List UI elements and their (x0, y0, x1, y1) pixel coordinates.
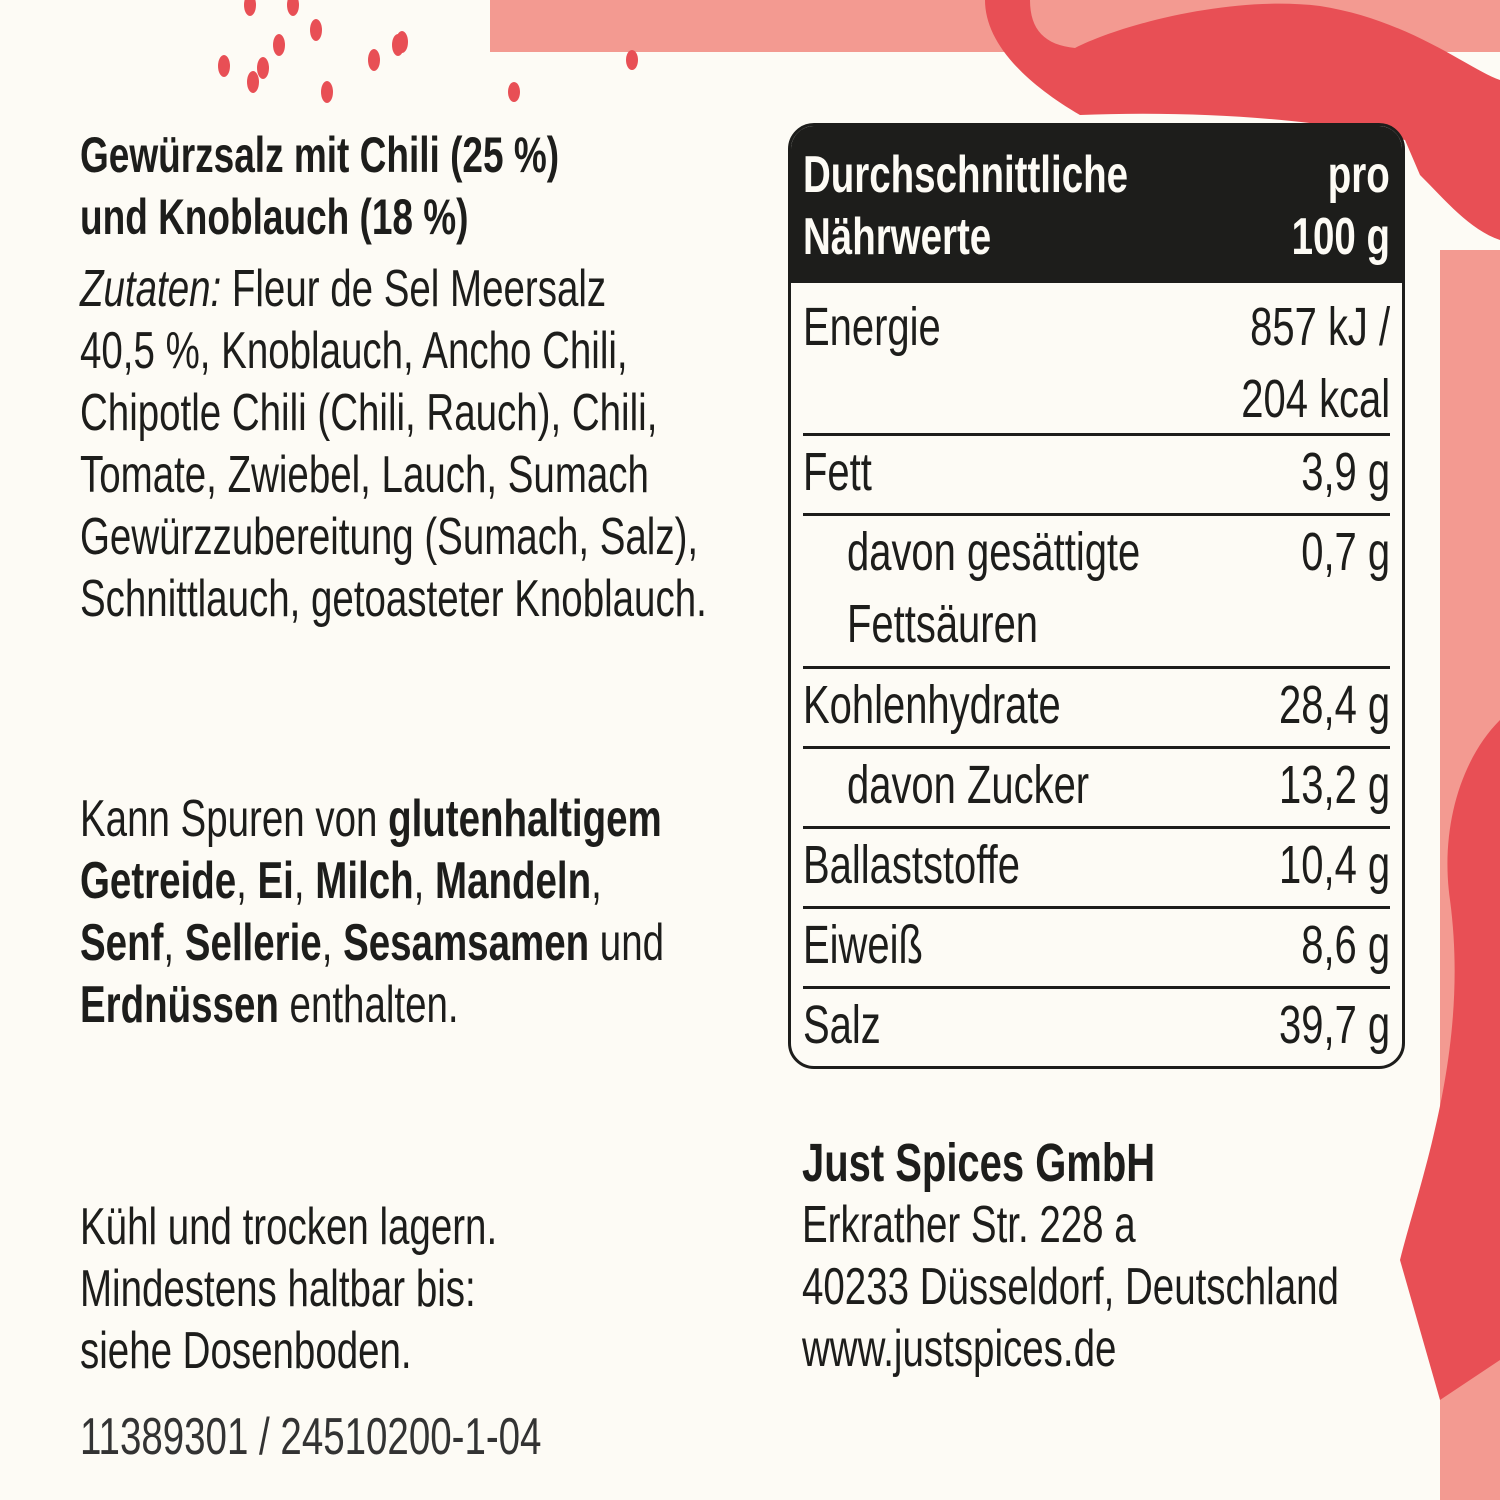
ingredient-line: Chipotle Chili (Chili, Rauch), Chili, (80, 384, 658, 442)
nutrition-header: Durchschnittliche Nährwerte pro 100 g (791, 126, 1402, 283)
code-text: 11389301 / 24510200-1-04 (80, 1408, 542, 1466)
company-name: Just Spices GmbH (802, 1133, 1156, 1193)
nutrition-row: Energie 857 kJ / 204 kcal (803, 291, 1390, 433)
nutrient-name: Energie (803, 297, 941, 357)
nutrient-value: 39,7 g (1278, 995, 1390, 1055)
allergen-notice: Kann Spuren von glutenhaltigem Getreide,… (80, 788, 869, 1036)
nutrient-name: Fett (803, 442, 872, 502)
ingredients-label: Zutaten: (80, 260, 222, 318)
nutrient-name: davon gesättigte (847, 522, 1141, 582)
company-city: 40233 Düsseldorf, Deutschland (802, 1258, 1339, 1316)
nutrient-value: 0,7 g (1301, 522, 1390, 582)
nutrient-value: 204 kcal (1241, 369, 1390, 429)
storage-line: Kühl und trocken lagern. (80, 1198, 498, 1256)
chili-shape (985, 0, 1500, 240)
nutrient-value: 8,6 g (1301, 915, 1390, 975)
nutrition-row: Ballaststoffe 10,4 g (803, 826, 1390, 909)
ingredients: Zutaten: Fleur de Sel Meersalz 40,5 %, K… (80, 258, 927, 630)
ingredient-line: Tomate, Zwiebel, Lauch, Sumach (80, 446, 649, 504)
storage-line: siehe Dosenboden. (80, 1322, 412, 1380)
header-label: Nährwerte (803, 208, 992, 266)
allergen-text: , (293, 852, 316, 910)
nutrition-row: davon Zucker 13,2 g (803, 746, 1390, 829)
nutrition-table: Durchschnittliche Nährwerte pro 100 g Ener… (788, 123, 1405, 1069)
ingredient-line: Fleur de Sel Meersalz (221, 260, 607, 318)
product-code: 11389301 / 24510200-1-04 (80, 1406, 704, 1468)
allergen-text: , (591, 852, 602, 910)
nutrition-row: davon gesättigte Fettsäuren 0,7 g (803, 513, 1390, 669)
allergen-bold: Sellerie (184, 914, 322, 972)
allergen-bold: Getreide (80, 852, 237, 910)
nutrient-value: 13,2 g (1278, 755, 1390, 815)
storage-line: Mindestens haltbar bis: (80, 1260, 476, 1318)
nutrient-name: Salz (803, 995, 881, 1055)
nutrient-name: Kohlenhydrate (803, 675, 1061, 735)
allergen-bold: glutenhaltigem (388, 790, 662, 848)
title-line: und Knoblauch (18 %) (80, 189, 469, 245)
allergen-text: enthalten. (278, 976, 459, 1034)
nutrition-row: Fett 3,9 g (803, 433, 1390, 516)
allergen-bold: Mandeln (435, 852, 592, 910)
header-unit: 100 g (1291, 208, 1390, 266)
header-unit: pro (1328, 146, 1390, 204)
nutrient-value: 10,4 g (1278, 835, 1390, 895)
nutrient-name: davon Zucker (847, 755, 1090, 815)
nutrition-row: Kohlenhydrate 28,4 g (803, 666, 1390, 749)
ingredient-line: Gewürzzubereitung (Sumach, Salz), (80, 508, 699, 566)
allergen-text: , (163, 914, 185, 972)
allergen-bold: Ei (257, 852, 294, 910)
ingredient-line: 40,5 %, Knoblauch, Ancho Chili, (80, 322, 628, 380)
product-title: Gewürzsalz mit Chili (25 %) und Knoblauc… (80, 124, 727, 248)
allergen-text: Kann Spuren von (80, 790, 389, 848)
allergen-text: , (321, 914, 344, 972)
nutrient-value: 28,4 g (1278, 675, 1390, 735)
allergen-text: und (589, 914, 665, 972)
company-info: Just Spices GmbH Erkrather Str. 228 a 40… (802, 1132, 1500, 1380)
allergen-bold: Erdnüssen (80, 976, 279, 1034)
company-address: Erkrather Str. 228 a (802, 1196, 1136, 1254)
nutrient-value: 857 kJ / (1250, 297, 1390, 357)
allergen-line: Getreide, Ei, Milch, Mandeln, (80, 850, 602, 912)
allergen-text: , (413, 852, 436, 910)
allergen-bold: Sesamsamen (343, 914, 590, 972)
header-label: Durchschnittliche (803, 146, 1128, 204)
storage-info: Kühl und trocken lagern. Mindestens halt… (80, 1196, 644, 1382)
nutrient-value: 3,9 g (1301, 442, 1390, 502)
chili-flakes (218, 0, 638, 103)
allergen-bold: Senf (80, 914, 164, 972)
allergen-text: , (236, 852, 258, 910)
chili-right (1400, 720, 1500, 1400)
nutrition-row: Salz 39,7 g (803, 986, 1390, 1066)
allergen-line: Senf, Sellerie, Sesamsamen und (80, 912, 664, 974)
company-website-link[interactable]: www.justspices.de (802, 1320, 1117, 1378)
title-line: Gewürzsalz mit Chili (25 %) (80, 127, 560, 183)
ingredient-line: Schnittlauch, getoasteter Knoblauch. (80, 570, 707, 628)
nutrition-row: Eiweiß 8,6 g (803, 906, 1390, 989)
nutrient-name: Fettsäuren (847, 594, 1039, 654)
nutrient-name: Eiweiß (803, 915, 923, 975)
nutrient-name: Ballaststoffe (803, 835, 1020, 895)
allergen-bold: Milch (315, 852, 414, 910)
